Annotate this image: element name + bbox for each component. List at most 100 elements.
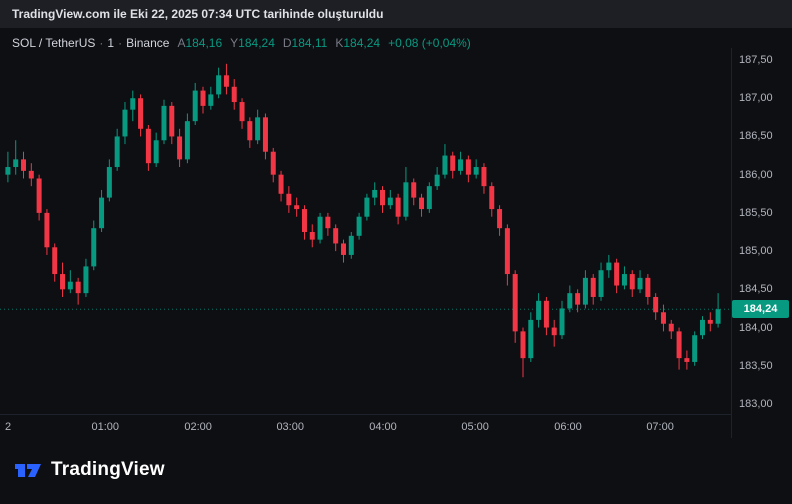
time-tick-label: 2 — [4, 421, 12, 433]
open-field: A184,16 — [177, 36, 222, 50]
open-value: 184,16 — [185, 36, 223, 50]
high-field: Y184,24 — [230, 36, 275, 50]
price-tick-label: 187,00 — [739, 92, 773, 105]
close-value: 184,24 — [343, 36, 381, 50]
candle — [91, 220, 97, 271]
candlestick-series — [5, 63, 721, 378]
candle — [75, 277, 81, 305]
time-tick-label: 03:00 — [276, 421, 304, 433]
candle — [512, 270, 518, 343]
candle — [309, 224, 315, 248]
candle — [200, 86, 206, 114]
candle — [67, 270, 73, 294]
candle — [231, 79, 237, 110]
close-field: K184,24 — [335, 36, 380, 50]
candle — [270, 147, 276, 183]
candle — [333, 224, 339, 252]
tradingview-brand-link[interactable]: TradingView — [14, 457, 165, 483]
candle — [543, 296, 549, 336]
candle — [614, 258, 620, 294]
candle — [450, 151, 456, 179]
candle — [653, 293, 659, 320]
price-tick-label: 184,50 — [739, 283, 773, 296]
candle — [575, 289, 581, 313]
candle — [504, 224, 510, 286]
candle — [36, 174, 42, 221]
low-field: D184,11 — [283, 36, 327, 50]
time-tick-label: 05:00 — [461, 421, 489, 433]
candle — [668, 319, 674, 340]
exchange-name: Binance — [126, 36, 170, 50]
candle — [551, 319, 557, 347]
candle — [465, 155, 471, 183]
high-label: Y — [230, 36, 239, 50]
candle — [364, 193, 370, 221]
low-value: 184,11 — [291, 36, 328, 50]
candle — [145, 124, 151, 171]
candle — [356, 212, 362, 240]
candle — [177, 128, 183, 168]
tradingview-logo-icon[interactable] — [14, 459, 42, 481]
price-tick-label: 186,00 — [739, 168, 773, 181]
attribution-bar: TradingView.com ile Eki 22, 2025 07:34 U… — [0, 0, 792, 28]
candle — [278, 170, 284, 202]
time-tick-label: 01:00 — [91, 421, 120, 433]
separator: · — [99, 36, 104, 50]
separator: · — [118, 36, 123, 50]
candle — [130, 90, 136, 122]
candle — [255, 109, 261, 145]
candle — [395, 193, 401, 225]
candle — [52, 243, 58, 282]
candle — [582, 270, 588, 309]
attribution-text: TradingView.com ile Eki 22, 2025 07:34 U… — [12, 7, 384, 21]
chart-legend: SOL / TetherUS · 1 · Binance A184,16 Y18… — [12, 36, 471, 50]
last-price-badge: 184,24 — [732, 300, 789, 319]
low-label: D — [282, 36, 292, 50]
candle — [192, 82, 198, 125]
candle — [106, 159, 112, 202]
time-axis: 2 01:00 02:00 03:00 04:00 05:00 06:00 07:00 — [0, 414, 731, 439]
brand-name[interactable]: TradingView — [51, 459, 165, 480]
candle — [520, 327, 526, 378]
candle — [707, 312, 713, 332]
candle — [528, 312, 534, 362]
candle — [208, 86, 214, 110]
candle — [184, 113, 190, 164]
candle — [21, 151, 27, 179]
candle — [348, 232, 354, 259]
candle — [387, 189, 393, 210]
candle — [372, 182, 378, 206]
candle — [559, 300, 565, 340]
candle — [489, 182, 495, 217]
price-tick-label: 186,50 — [739, 130, 773, 143]
interval-value: 1 — [107, 36, 115, 50]
candle — [692, 331, 698, 366]
candle — [340, 239, 346, 263]
candle — [380, 186, 386, 213]
candle — [286, 186, 292, 213]
candle — [13, 140, 19, 175]
candle — [153, 132, 159, 168]
symbol-name: SOL / TetherUS — [12, 36, 96, 50]
time-tick-label: 07:00 — [646, 421, 674, 433]
candle — [44, 209, 50, 255]
candle — [419, 193, 425, 217]
candle — [325, 212, 331, 236]
candle — [403, 167, 409, 221]
candle — [83, 258, 89, 297]
candle — [294, 197, 300, 217]
price-tick-label: 185,50 — [739, 206, 773, 219]
candle — [161, 99, 167, 145]
candle — [699, 316, 705, 340]
candle — [138, 94, 144, 137]
candle — [567, 285, 573, 313]
candle — [411, 178, 417, 206]
candle — [590, 274, 596, 305]
candle — [621, 266, 627, 290]
candle — [606, 254, 612, 278]
candle — [426, 182, 432, 213]
time-tick-label: 02:00 — [184, 421, 212, 433]
candle — [645, 274, 651, 305]
candle — [28, 163, 34, 187]
